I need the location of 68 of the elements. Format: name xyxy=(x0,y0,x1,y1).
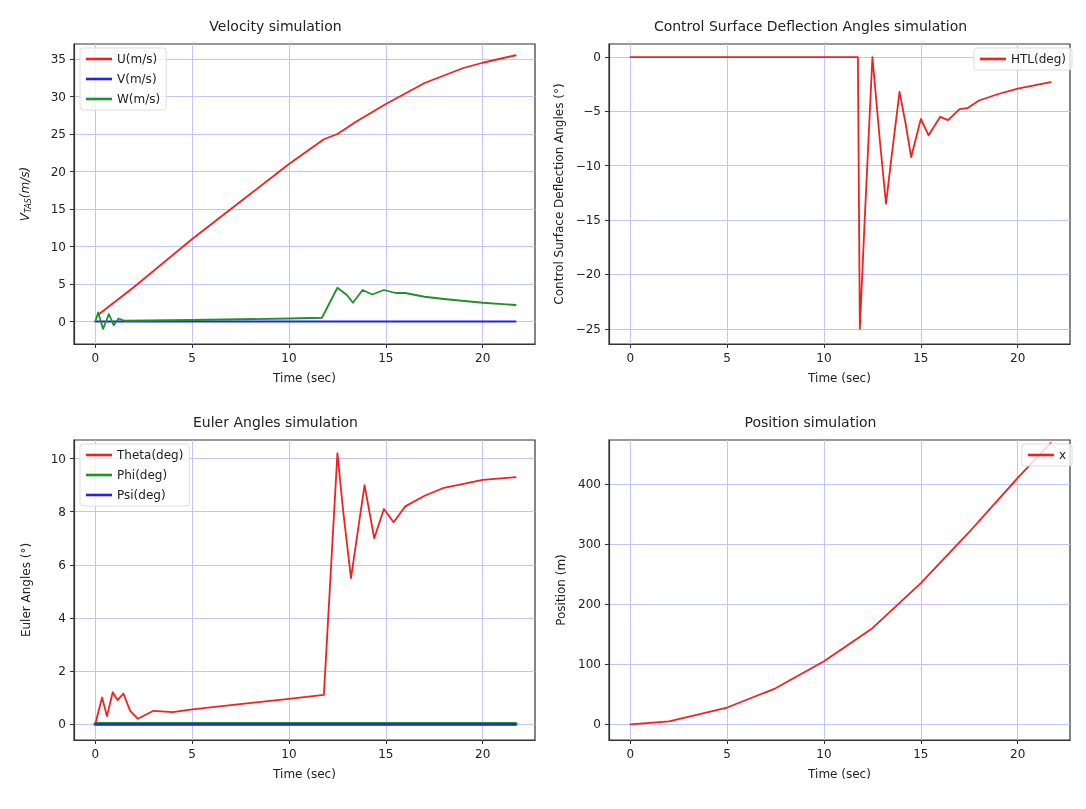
x-tick-label: 15 xyxy=(913,747,929,761)
x-tick-label: 15 xyxy=(913,351,929,365)
x-axis-title: Time (sec) xyxy=(272,371,336,385)
x-axis-title: Time (sec) xyxy=(272,767,336,781)
chart-title: Control Surface Deflection Angles simulation xyxy=(653,18,968,34)
x-tick-label: 20 xyxy=(475,351,491,365)
y-tick-label: −15 xyxy=(575,213,601,228)
x-axis-title: Time (sec) xyxy=(807,767,871,781)
y-axis-title: Euler Angles (°) xyxy=(19,542,33,638)
x-tick-label: 10 xyxy=(816,747,832,761)
x-tick-label: 20 xyxy=(1010,747,1026,761)
legend-label: Theta(deg) xyxy=(116,448,184,462)
x-tick-label: 0 xyxy=(91,747,100,761)
legend-label: V(m/s) xyxy=(117,72,157,86)
y-tick-label: −10 xyxy=(575,158,601,173)
legend-label: Psi(deg) xyxy=(117,488,166,502)
y-axis-title: Control Surface Deflection Angles (°) xyxy=(551,83,566,305)
legend-label: HTL(deg) xyxy=(1010,52,1067,66)
line-series xyxy=(94,286,517,330)
x-tick-label: 10 xyxy=(281,747,297,761)
x-tick-label: 10 xyxy=(281,351,297,365)
y-tick-label: 300 xyxy=(578,537,601,552)
x-tick-label: 20 xyxy=(1010,351,1026,365)
x-tick-label: 0 xyxy=(91,351,100,365)
line-series xyxy=(629,442,1052,726)
x-tick-label: 0 xyxy=(626,351,635,365)
y-tick-label: 400 xyxy=(578,476,601,491)
y-tick-label: 0 xyxy=(58,314,66,329)
y-tick-label: −25 xyxy=(575,321,601,336)
x-tick-label: 20 xyxy=(475,747,491,761)
y-axis-title: Position (m) xyxy=(554,554,568,626)
y-tick-label: 8 xyxy=(58,504,66,519)
y-tick-label: 5 xyxy=(58,277,66,291)
x-axis-title: Time (sec) xyxy=(807,371,871,385)
x-tick-label: 0 xyxy=(626,747,635,761)
x-tick-label: 5 xyxy=(188,747,196,761)
x-tick-label: 5 xyxy=(723,351,731,365)
y-tick-label: 25 xyxy=(50,127,66,141)
y-tick-label: 15 xyxy=(50,202,66,216)
y-tick-label: −5 xyxy=(583,104,601,119)
y-tick-label: 2 xyxy=(58,663,66,678)
y-tick-label: 200 xyxy=(578,597,601,612)
y-tick-label: 10 xyxy=(50,239,66,254)
chart-title: Position simulation xyxy=(744,414,877,430)
x-tick-label: 15 xyxy=(378,747,394,761)
x-tick-label: 5 xyxy=(188,351,196,365)
y-tick-label: 10 xyxy=(50,451,66,466)
y-tick-label: 6 xyxy=(58,557,66,572)
y-tick-label: 35 xyxy=(50,52,66,66)
y-tick-label: 0 xyxy=(593,717,601,732)
y-tick-label: 0 xyxy=(593,50,601,65)
x-tick-label: 10 xyxy=(816,351,832,365)
x-tick-label: 5 xyxy=(723,747,731,761)
x-tick-label: 15 xyxy=(378,351,394,365)
y-tick-label: 100 xyxy=(578,657,601,672)
y-axis-title: VTAS(m/s) xyxy=(18,166,33,222)
chart-title: Velocity simulation xyxy=(209,18,342,34)
legend-label: Phi(deg) xyxy=(117,468,168,482)
legend-label: U(m/s) xyxy=(117,52,158,66)
legend-label: x xyxy=(1058,448,1067,462)
y-tick-label: −20 xyxy=(575,267,601,282)
y-tick-label: 30 xyxy=(50,89,66,104)
chart-title: Euler Angles simulation xyxy=(193,414,358,430)
line-series xyxy=(98,54,517,315)
legend-label: W(m/s) xyxy=(117,92,161,106)
y-tick-label: 4 xyxy=(58,610,66,625)
y-tick-label: 0 xyxy=(58,717,66,732)
y-tick-label: 20 xyxy=(50,164,66,179)
